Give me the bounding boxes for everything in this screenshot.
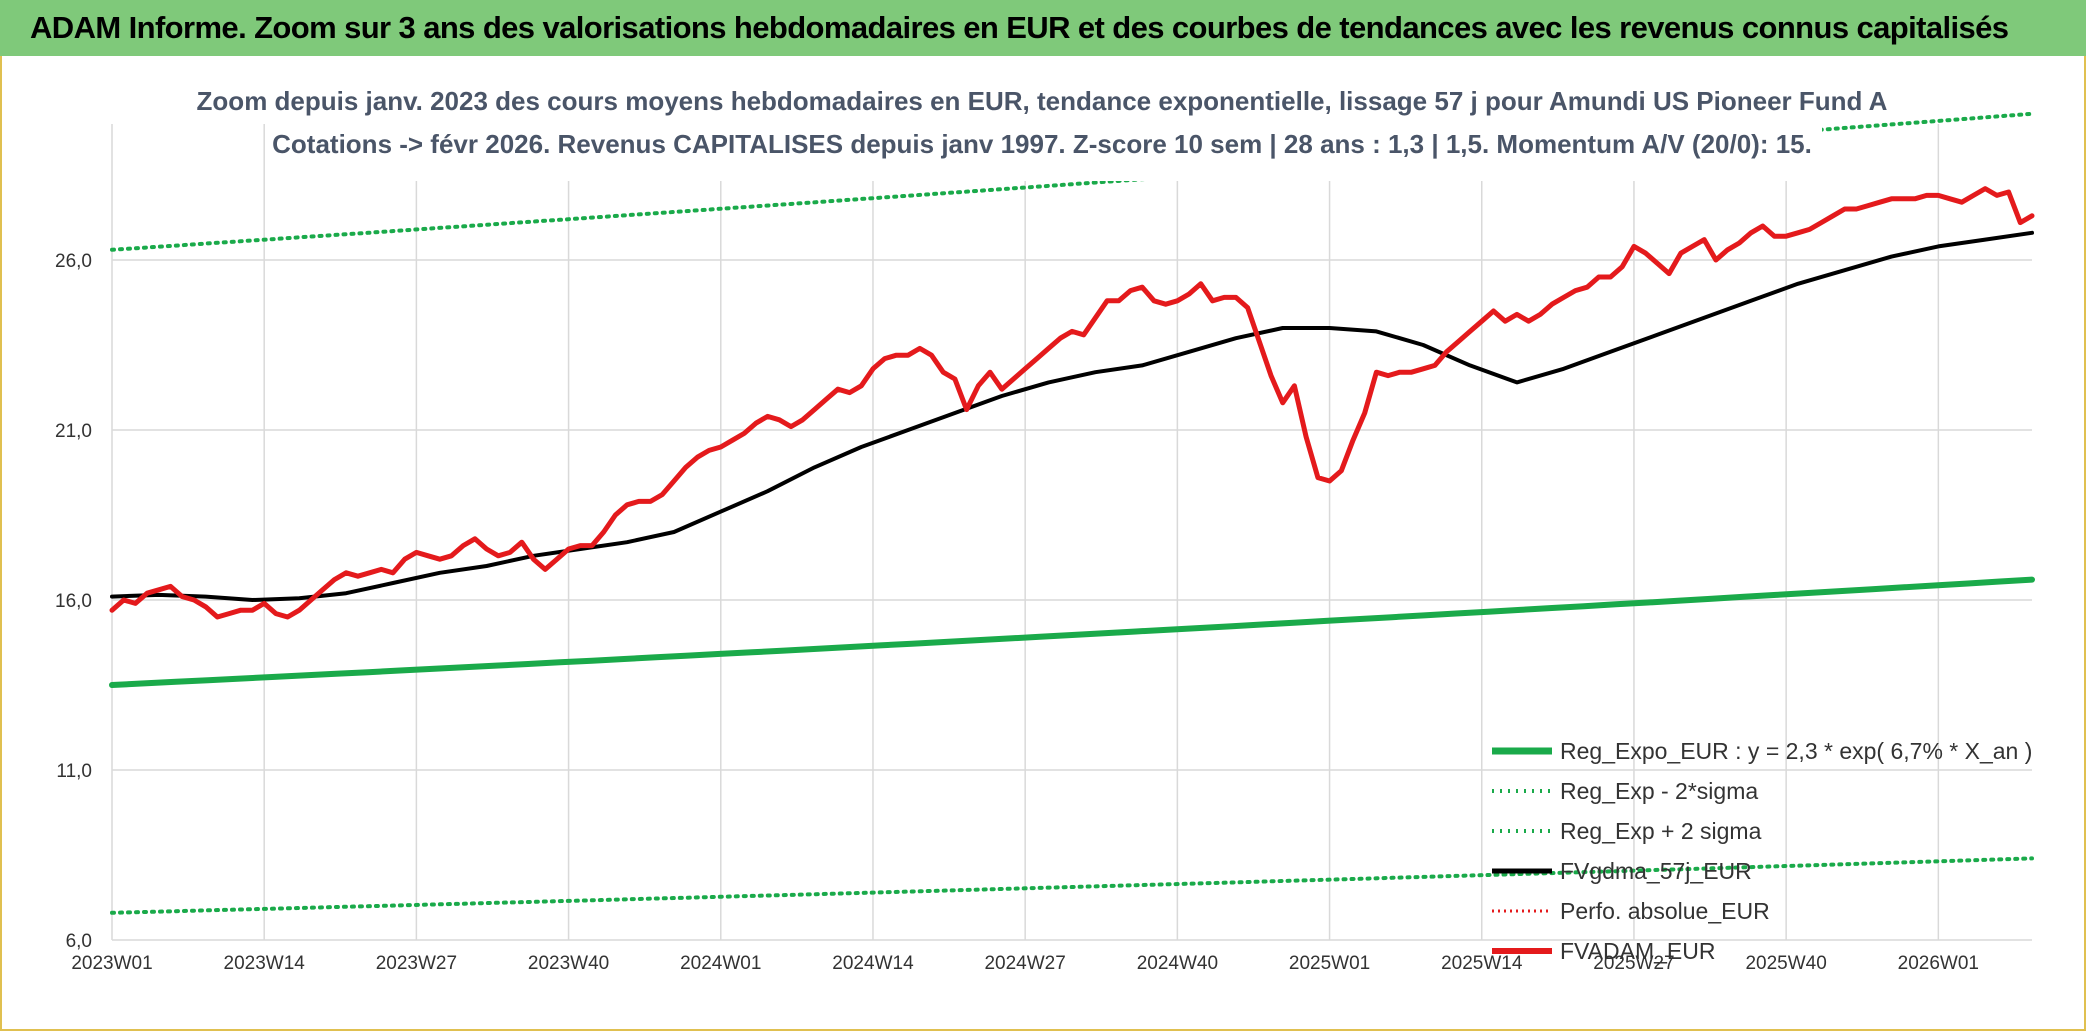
y-tick-label: 26,0 [55,251,92,272]
series-line-fvadam-eur [109,186,2035,620]
x-tick-label: 2023W14 [224,953,306,974]
x-tick-label: 2024W01 [680,953,761,974]
axis-layer: 6,0 11,0 16,0 21,0 26,0 2023W01 2023W14 2023W27… [55,251,1979,974]
x-tick-label: 2025W27 [1593,953,1674,974]
x-tick-label: 2024W27 [984,953,1065,974]
y-tick-label: 6,0 [66,931,92,952]
legend-label: FVADAM_EUR [1560,938,1716,964]
x-tick-label: 2024W40 [1137,953,1218,974]
x-tick-label: 2025W14 [1441,953,1523,974]
series-line-fvgdma-57j-eur [110,230,2034,602]
x-tick-label: 2024W14 [832,953,914,974]
x-tick-label: 2025W01 [1289,953,1370,974]
series-line-reg-expo-eur-y-2-3-exp-6-7-x-an [109,576,2035,688]
series-layer [109,111,2035,915]
legend-label: Reg_Exp - 2*sigma [1560,778,1758,804]
legend-label: Reg_Exp + 2 sigma [1560,818,1762,844]
y-tick-label: 11,0 [56,761,92,782]
grid-layer [111,124,2032,941]
line-chart: 6,0 11,0 16,0 21,0 26,0 2023W01 2023W14 2023W27… [55,81,2035,974]
y-tick-label: 21,0 [55,421,92,442]
x-tick-label: 2023W01 [71,953,152,974]
series-line-reg-exp-2-sigma [110,856,2034,915]
legend-label: Perfo. absolue_EUR [1560,898,1770,924]
legend-label: FVgdma_57j_EUR [1560,858,1752,884]
legend: Reg_Expo_EUR : y = 2,3 * exp( 6,7% * X_a… [1492,738,2032,964]
report-title: ADAM Informe. Zoom sur 3 ans des valoris… [30,10,2009,45]
x-tick-label: 2023W27 [376,953,457,974]
x-tick-label: 2026W01 [1898,953,1979,974]
chart-title-line-2: Cotations -> févr 2026. Revenus CAPITALI… [272,129,1812,159]
y-tick-label: 16,0 [55,591,92,612]
x-tick-label: 2025W40 [1745,953,1826,974]
x-tick-label: 2023W40 [528,953,609,974]
chart-frame: 6,0 11,0 16,0 21,0 26,0 2023W01 2023W14 2023W27… [0,56,2086,1031]
legend-label: Reg_Expo_EUR : y = 2,3 * exp( 6,7% * X_a… [1560,738,2032,764]
chart-title-line-1: Zoom depuis janv. 2023 des cours moyens … [197,86,1888,116]
title-backdrop [272,81,1822,181]
report-banner: ADAM Informe. Zoom sur 3 ans des valoris… [0,0,2086,56]
